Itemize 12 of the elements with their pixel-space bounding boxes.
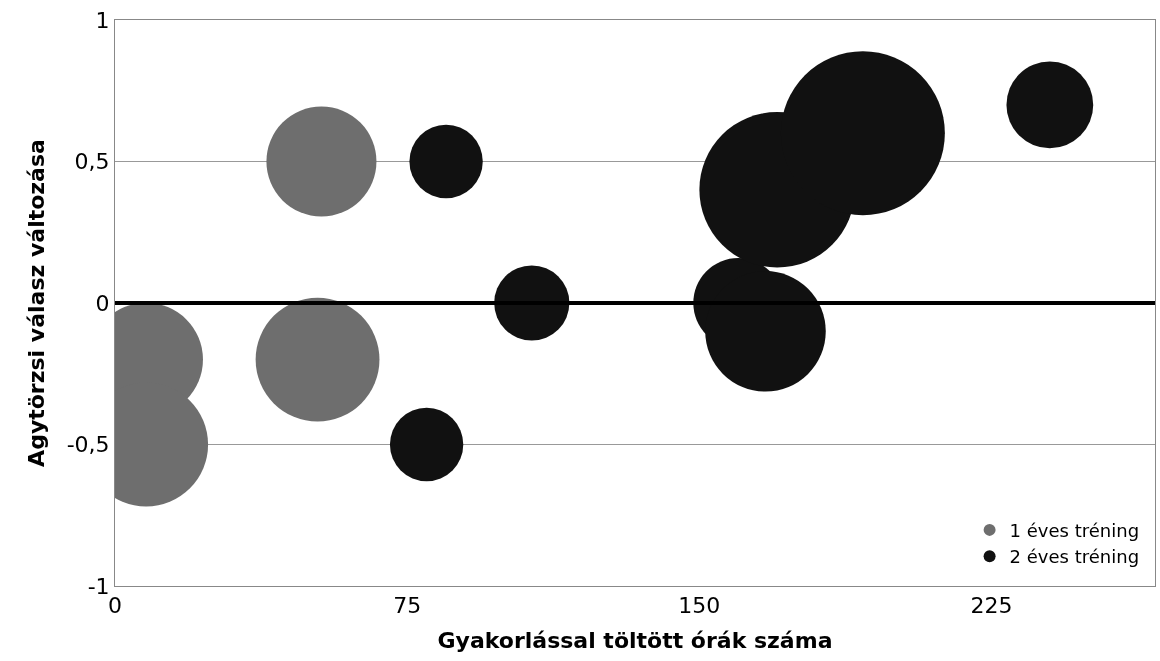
x-tick-label: 75: [393, 593, 422, 619]
x-tick-label: 150: [678, 593, 721, 619]
y-axis-title: Agytörzsi válasz változása: [24, 139, 50, 467]
legend-label: 2 éves tréning: [1009, 546, 1140, 568]
y-tick-label: 0: [95, 290, 110, 316]
y-tick-label: -0,5: [66, 432, 110, 458]
y-tick-label: -1: [87, 573, 110, 599]
x-tick-label: 225: [970, 593, 1013, 619]
x-axis-title: Gyakorlással töltött órák száma: [437, 628, 833, 654]
legend-label: 1 éves tréning: [1009, 519, 1140, 541]
y-tick-label: 0,5: [74, 149, 110, 175]
y-tick-label: 1: [95, 7, 110, 33]
